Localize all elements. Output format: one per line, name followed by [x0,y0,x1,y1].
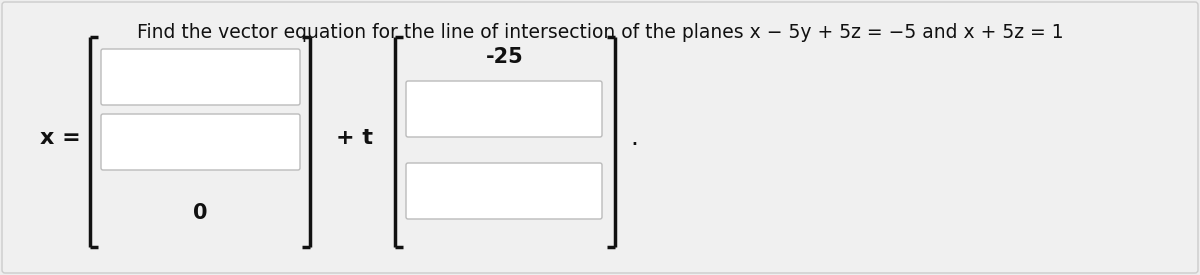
Text: Find the vector equation for the line of intersection of the planes x − 5y + 5z : Find the vector equation for the line of… [137,23,1063,42]
Text: -25: -25 [486,47,524,67]
FancyBboxPatch shape [406,163,602,219]
FancyBboxPatch shape [101,114,300,170]
Text: + t: + t [336,128,373,148]
FancyBboxPatch shape [101,49,300,105]
Text: 0: 0 [193,203,208,223]
Text: x =: x = [40,128,80,148]
FancyBboxPatch shape [406,81,602,137]
Text: .: . [630,126,638,150]
